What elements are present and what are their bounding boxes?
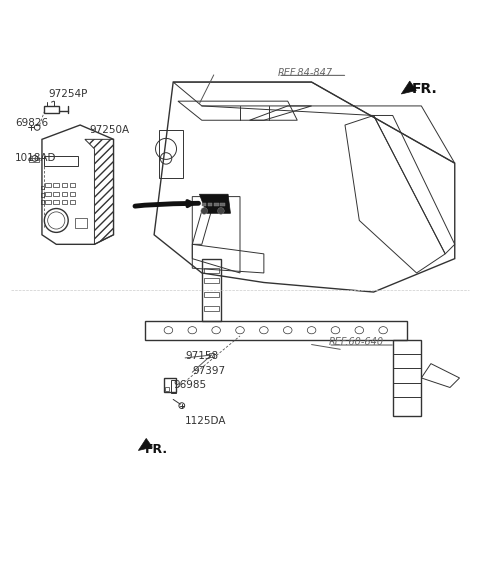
Bar xyxy=(165,386,169,392)
Bar xyxy=(45,183,50,187)
Bar xyxy=(70,201,75,204)
Bar xyxy=(202,203,206,206)
Text: 97250A: 97250A xyxy=(90,125,130,135)
Bar xyxy=(61,192,67,195)
Circle shape xyxy=(201,207,207,214)
Bar xyxy=(40,200,44,204)
Bar xyxy=(53,183,59,187)
Bar xyxy=(45,201,50,204)
Bar xyxy=(70,192,75,195)
Bar xyxy=(40,186,44,189)
Polygon shape xyxy=(138,438,152,450)
Text: 69826: 69826 xyxy=(15,118,48,128)
Text: FR.: FR. xyxy=(412,82,438,96)
Bar xyxy=(204,306,218,311)
Bar xyxy=(208,203,212,206)
Bar xyxy=(204,292,218,297)
Bar xyxy=(45,192,50,195)
Bar xyxy=(204,268,218,273)
Polygon shape xyxy=(199,194,230,214)
Bar xyxy=(204,278,218,282)
Text: REF.60-640: REF.60-640 xyxy=(328,337,384,347)
Polygon shape xyxy=(401,81,416,94)
Bar xyxy=(70,183,75,187)
Bar xyxy=(44,106,59,113)
Bar xyxy=(29,158,38,162)
Bar xyxy=(53,201,59,204)
Text: 96985: 96985 xyxy=(173,380,206,390)
Bar xyxy=(53,192,59,195)
Text: REF.84-847: REF.84-847 xyxy=(278,68,333,77)
Bar xyxy=(61,201,67,204)
Text: 97254P: 97254P xyxy=(48,89,87,99)
Text: 97397: 97397 xyxy=(192,366,226,376)
Text: 97158: 97158 xyxy=(185,351,218,362)
Text: FR.: FR. xyxy=(144,443,168,456)
Bar xyxy=(214,203,218,206)
Bar xyxy=(44,156,78,166)
Bar xyxy=(164,378,176,392)
Bar xyxy=(75,218,87,228)
Text: 1125DA: 1125DA xyxy=(185,416,227,426)
Circle shape xyxy=(217,207,224,214)
Bar xyxy=(220,203,225,206)
Bar xyxy=(61,183,67,187)
Bar xyxy=(40,193,44,197)
Bar xyxy=(209,353,214,357)
Text: 1018AD: 1018AD xyxy=(15,154,56,163)
